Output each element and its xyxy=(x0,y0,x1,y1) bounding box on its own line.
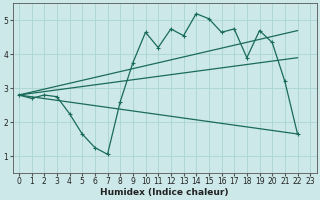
X-axis label: Humidex (Indice chaleur): Humidex (Indice chaleur) xyxy=(100,188,229,197)
